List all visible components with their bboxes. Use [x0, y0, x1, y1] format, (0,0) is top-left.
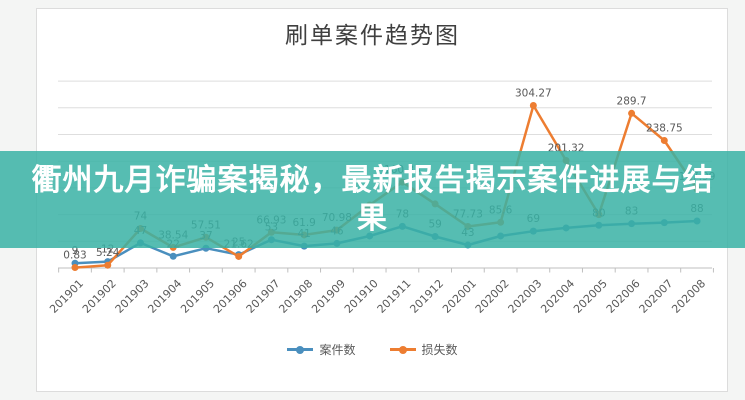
headline-text-line2: 果	[357, 200, 388, 236]
headline-overlay-band: 衢州九月诈骗案揭秘，最新报告揭示案件进展与结 果	[0, 151, 745, 248]
svg-text:202006: 202006	[604, 277, 643, 316]
svg-text:201907: 201907	[244, 277, 283, 316]
svg-text:202005: 202005	[571, 277, 610, 316]
svg-text:202004: 202004	[538, 277, 577, 316]
legend-label-losses: 损失数	[421, 343, 458, 357]
losses-marker-dot	[398, 345, 407, 354]
svg-text:202003: 202003	[506, 277, 545, 316]
svg-text:201909: 201909	[309, 277, 348, 316]
svg-text:9: 9	[72, 245, 79, 257]
losses-series-marker	[389, 345, 416, 354]
svg-text:5.24: 5.24	[96, 247, 120, 259]
svg-text:201910: 201910	[342, 277, 381, 316]
headline-text-line1: 衢州九月诈骗案揭秘，最新报告揭示案件进展与结	[31, 162, 714, 198]
svg-text:201901: 201901	[47, 277, 86, 316]
svg-text:304.27: 304.27	[515, 88, 552, 100]
svg-text:201902: 201902	[80, 277, 119, 316]
chart-legend: 案件数 损失数	[0, 341, 745, 358]
svg-text:201903: 201903	[113, 277, 152, 316]
legend-item-cases: 案件数	[287, 341, 356, 358]
cases-series-marker	[287, 345, 314, 354]
svg-text:202002: 202002	[473, 277, 512, 316]
svg-text:0.83: 0.83	[63, 250, 86, 262]
svg-text:201904: 201904	[145, 277, 184, 316]
svg-text:201906: 201906	[211, 277, 250, 316]
legend-label-cases: 案件数	[319, 343, 356, 357]
cases-marker-dot	[296, 345, 305, 354]
svg-text:202007: 202007	[637, 277, 676, 316]
legend-item-losses: 损失数	[389, 341, 458, 358]
chart-title: 刷单案件趋势图	[285, 23, 460, 49]
svg-text:202001: 202001	[440, 277, 479, 316]
svg-text:201905: 201905	[178, 277, 217, 316]
svg-text:201911: 201911	[375, 277, 414, 316]
svg-text:289.7: 289.7	[617, 95, 647, 107]
svg-text:202008: 202008	[669, 277, 708, 316]
svg-text:238.75: 238.75	[646, 123, 683, 135]
svg-text:201912: 201912	[407, 277, 446, 316]
svg-text:201908: 201908	[276, 277, 315, 316]
